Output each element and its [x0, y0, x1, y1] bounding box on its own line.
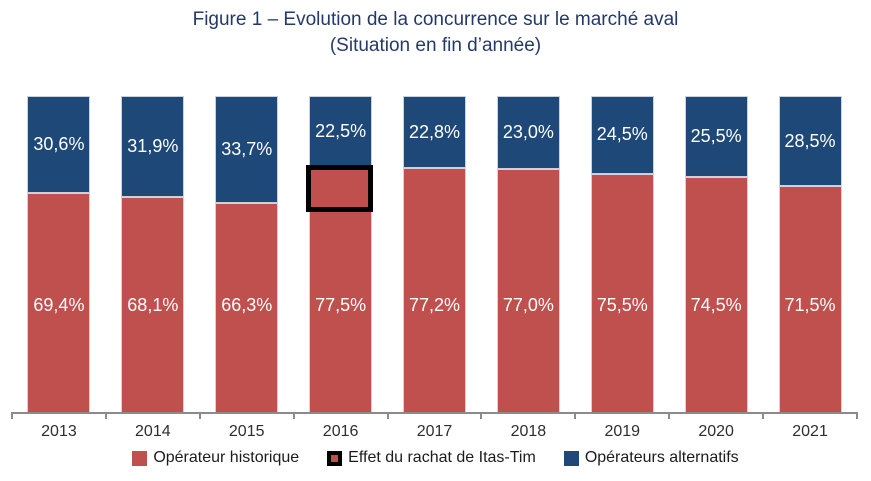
x-axis-tick: [480, 412, 483, 419]
legend-swatch-alternatifs-icon: [563, 450, 579, 466]
legend-label-operateurs-alternatifs: Opérateurs alternatifs: [584, 449, 739, 466]
legend-swatch-historique-icon: [132, 450, 148, 466]
bar-label-alternatifs-2015: 33,7%: [221, 138, 273, 159]
bar-label-historique-2021: 71,5%: [784, 295, 836, 315]
bar-segment-alternatifs-2015: 33,7%: [215, 96, 279, 203]
bar-label-alternatifs-2018: 23,0%: [502, 121, 554, 142]
legend: Opérateur historique Effet du rachat de …: [0, 449, 871, 467]
bar-segment-historique-2015: [215, 202, 279, 413]
bar-label-alternatifs-2013: 30,6%: [33, 134, 85, 154]
x-axis-tick: [574, 412, 577, 419]
bar-label-alternatifs-2014: 31,9%: [127, 136, 179, 157]
x-axis-line: [12, 412, 858, 414]
x-axis-tick: [762, 412, 765, 419]
bar-column-2018: 23,0% 77,0%: [496, 96, 560, 413]
x-axis-label-2014: 2014: [135, 423, 171, 440]
bar-label-historique-2016: 77,5%: [315, 295, 367, 315]
bar-segment-historique-2014: [121, 197, 185, 413]
x-axis-tick: [104, 412, 107, 419]
bar-label-historique-2019: 75,5%: [596, 295, 648, 315]
x-axis-tick: [668, 412, 671, 419]
bar-label-historique-2013: 69,4%: [33, 295, 85, 315]
x-axis-tick: [856, 412, 858, 419]
bar-segment-alternatifs-2020: 25,5%: [684, 96, 748, 177]
bar-label-alternatifs-2020: 25,5%: [690, 125, 742, 146]
x-axis-label-2016: 2016: [322, 423, 359, 440]
x-axis-tick: [198, 412, 201, 419]
bar-segment-historique-2017: [403, 168, 466, 413]
bar-label-alternatifs-2021: 28,5%: [784, 130, 836, 151]
bar-segment-alternatifs-2018: 23,0%: [496, 96, 560, 169]
x-axis-label-2018: 2018: [510, 423, 547, 440]
bar-segment-alternatifs-2016: 22,5%: [309, 96, 373, 168]
bar-label-alternatifs-2016: 22,5%: [315, 121, 367, 142]
legend-swatch-annotation-icon: [327, 450, 343, 466]
bar-column-2019: 24,5% 75,5%: [590, 96, 654, 413]
bar-segment-alternatifs-2019: 24,5%: [590, 96, 654, 174]
bar-column-2014: 31,9% 68,1%: [121, 96, 185, 413]
x-axis-tick: [11, 412, 13, 419]
chart-title-line2: (Situation en fin d’année): [329, 35, 542, 56]
bar-segment-historique-2018: [496, 168, 560, 413]
annotation-box-effet-rachat: [306, 165, 374, 213]
bar-label-alternatifs-2017: 22,8%: [408, 121, 461, 142]
bar-label-alternatifs-2019: 24,5%: [596, 124, 648, 145]
bar-segment-alternatifs-2014: 31,9%: [121, 96, 185, 198]
bar-column-2017: 22,8% 77,2%: [403, 96, 466, 413]
bar-segment-historique-2021: [778, 186, 842, 413]
bar-column-2015: 33,7% 66,3%: [215, 96, 279, 413]
x-axis-tick: [386, 412, 389, 419]
bar-segment-alternatifs-2013: 30,6%: [27, 96, 91, 193]
bar-segment-historique-2013: [27, 193, 91, 413]
legend-label-operateur-historique: Opérateur historique: [153, 449, 300, 466]
legend-item-effet-rachat: Effet du rachat de Itas-Tim: [327, 449, 536, 467]
bar-column-2020: 25,5% 74,5%: [684, 96, 748, 413]
x-axis-label-2017: 2017: [416, 423, 453, 440]
bar-column-2021: 28,5% 71,5%: [778, 96, 842, 413]
bar-segment-alternatifs-2021: 28,5%: [778, 96, 842, 187]
bar-label-historique-2017: 77,2%: [408, 295, 461, 315]
bar-column-2016: 22,5% 77,5%: [306, 96, 374, 413]
x-axis-label-2019: 2019: [604, 423, 641, 440]
x-axis-label-2020: 2020: [698, 423, 734, 440]
legend-item-operateur-historique: Opérateur historique: [132, 449, 299, 467]
bar-label-historique-2014: 68,1%: [127, 295, 179, 315]
bar-segment-alternatifs-2017: 22,8%: [403, 96, 466, 169]
bar-label-historique-2020: 74,5%: [690, 295, 742, 315]
legend-label-effet-rachat: Effet du rachat de Itas-Tim: [348, 449, 536, 466]
x-axis-label-2021: 2021: [792, 423, 828, 440]
chart-title-line1: Figure 1 – Evolution de la concurrence s…: [192, 9, 679, 30]
x-axis-label-2013: 2013: [41, 423, 77, 440]
x-axis-label-2015: 2015: [228, 423, 265, 440]
x-axis-tick: [292, 412, 295, 419]
bar-label-historique-2018: 77,0%: [502, 295, 554, 315]
chart-title: Figure 1 – Evolution de la concurrence s…: [0, 7, 871, 59]
bar-label-historique-2015: 66,3%: [221, 295, 273, 315]
legend-item-operateurs-alternatifs: Opérateurs alternatifs: [563, 449, 739, 467]
bar-column-2013: 30,6% 69,4%: [27, 96, 91, 413]
